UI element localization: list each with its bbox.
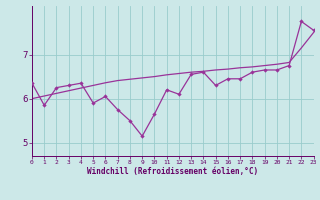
X-axis label: Windchill (Refroidissement éolien,°C): Windchill (Refroidissement éolien,°C): [87, 167, 258, 176]
